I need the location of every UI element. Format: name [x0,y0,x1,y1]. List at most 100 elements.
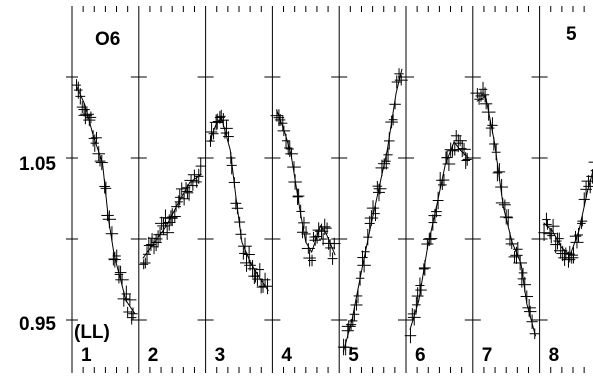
data-point [480,87,490,103]
data-point [554,242,568,259]
data-point [418,263,429,275]
data-point [325,239,336,257]
bottom-left-label: (LL) [74,322,110,343]
data-point [92,146,105,162]
top-right-label: 5 [566,24,577,45]
data-point [350,299,363,311]
panel-number-label: 8 [549,345,560,366]
data-point [583,179,593,194]
data-point [160,225,175,240]
data-point [157,217,170,235]
data-point [312,222,325,238]
data-point [385,115,398,129]
data-point [115,273,129,286]
data-point [522,298,536,317]
data-point [428,214,438,231]
data-point [112,249,121,263]
data-point [72,79,81,92]
data-point [361,246,370,258]
data-point [153,226,167,243]
data-point [256,280,266,294]
data-point [495,178,509,196]
light-curve-trend [409,140,470,330]
data-point [240,253,254,272]
panel-number-label: 5 [348,345,359,366]
data-point [191,175,202,188]
data-point [577,215,588,227]
data-point [140,257,151,269]
data-point [285,140,294,158]
data-point [353,288,363,304]
data-point [437,179,447,190]
data-point [74,81,83,99]
data-point [498,199,511,211]
data-point [108,251,121,268]
data-point [228,177,241,188]
data-point [184,184,194,201]
data-point [171,201,182,212]
data-point [301,226,311,242]
data-point [424,232,438,245]
data-point [243,245,255,264]
data-point [543,228,557,240]
data-point [431,205,442,218]
data-point [205,123,218,141]
data-point [94,155,106,167]
data-point [278,115,288,132]
data-point [230,197,242,210]
data-point [312,229,322,244]
data-point [485,119,495,137]
data-point [208,128,219,140]
data-point [277,125,291,137]
data-point [383,147,393,163]
data-point [150,233,162,252]
data-point [407,308,417,320]
data-point [421,238,434,250]
data-point [438,173,450,187]
data-point [432,191,444,210]
data-point [166,208,178,227]
data-point [349,307,360,322]
top-left-label: O6 [95,29,120,50]
data-point [284,140,293,155]
data-point [588,161,593,163]
data-point [394,74,408,86]
data-point [538,224,550,241]
data-point [251,269,260,283]
data-point [195,157,206,175]
data-point [499,209,513,225]
data-point [307,254,317,267]
data-point [381,152,391,170]
data-point [508,251,521,263]
data-point [493,163,506,181]
data-point [447,144,458,157]
data-point [220,119,233,138]
data-point [91,131,102,144]
data-point [298,216,310,229]
data-point [513,255,528,271]
data-point [251,271,263,287]
data-point [348,315,358,327]
data-point [143,236,154,255]
data-point [235,229,247,240]
panel-number-label: 1 [81,345,92,366]
data-point [441,150,453,165]
data-point [287,161,301,173]
data-point [80,108,95,120]
y-tick-label-0-95: 0.95 [19,314,56,335]
data-point [314,223,329,239]
data-point [99,179,110,194]
data-point [518,276,532,293]
data-point [247,259,258,278]
data-point [526,314,538,329]
data-point [102,210,116,229]
data-point [182,184,193,199]
data-point [114,265,127,280]
data-point [85,111,97,124]
data-point [168,210,181,223]
data-point [149,239,159,255]
data-point [422,232,436,246]
data-point [372,183,385,202]
data-point [231,202,244,215]
